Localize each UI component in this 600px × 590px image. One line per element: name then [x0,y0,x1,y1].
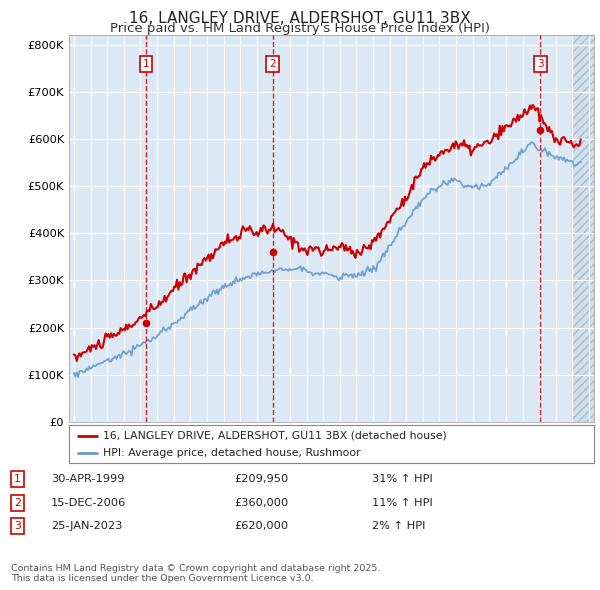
Bar [572,35,594,422]
Text: 3: 3 [537,58,544,68]
Text: £209,950: £209,950 [234,474,288,484]
Text: 1: 1 [143,58,149,68]
Text: 30-APR-1999: 30-APR-1999 [51,474,125,484]
Text: 3: 3 [14,522,21,531]
Text: 2: 2 [14,498,21,507]
Text: Price paid vs. HM Land Registry's House Price Index (HPI): Price paid vs. HM Land Registry's House … [110,22,490,35]
Text: Contains HM Land Registry data © Crown copyright and database right 2025.
This d: Contains HM Land Registry data © Crown c… [11,563,380,583]
Text: 25-JAN-2023: 25-JAN-2023 [51,522,122,531]
Text: 1: 1 [14,474,21,484]
Text: £360,000: £360,000 [234,498,288,507]
Text: 2% ↑ HPI: 2% ↑ HPI [372,522,425,531]
Text: 2: 2 [269,58,276,68]
Bar [572,35,594,422]
Text: £620,000: £620,000 [234,522,288,531]
Text: 16, LANGLEY DRIVE, ALDERSHOT, GU11 3BX (detached house): 16, LANGLEY DRIVE, ALDERSHOT, GU11 3BX (… [103,431,447,441]
Text: HPI: Average price, detached house, Rushmoor: HPI: Average price, detached house, Rush… [103,448,361,458]
Text: 16, LANGLEY DRIVE, ALDERSHOT, GU11 3BX: 16, LANGLEY DRIVE, ALDERSHOT, GU11 3BX [129,11,471,25]
Text: 31% ↑ HPI: 31% ↑ HPI [372,474,433,484]
Text: 15-DEC-2006: 15-DEC-2006 [51,498,126,507]
Text: 11% ↑ HPI: 11% ↑ HPI [372,498,433,507]
